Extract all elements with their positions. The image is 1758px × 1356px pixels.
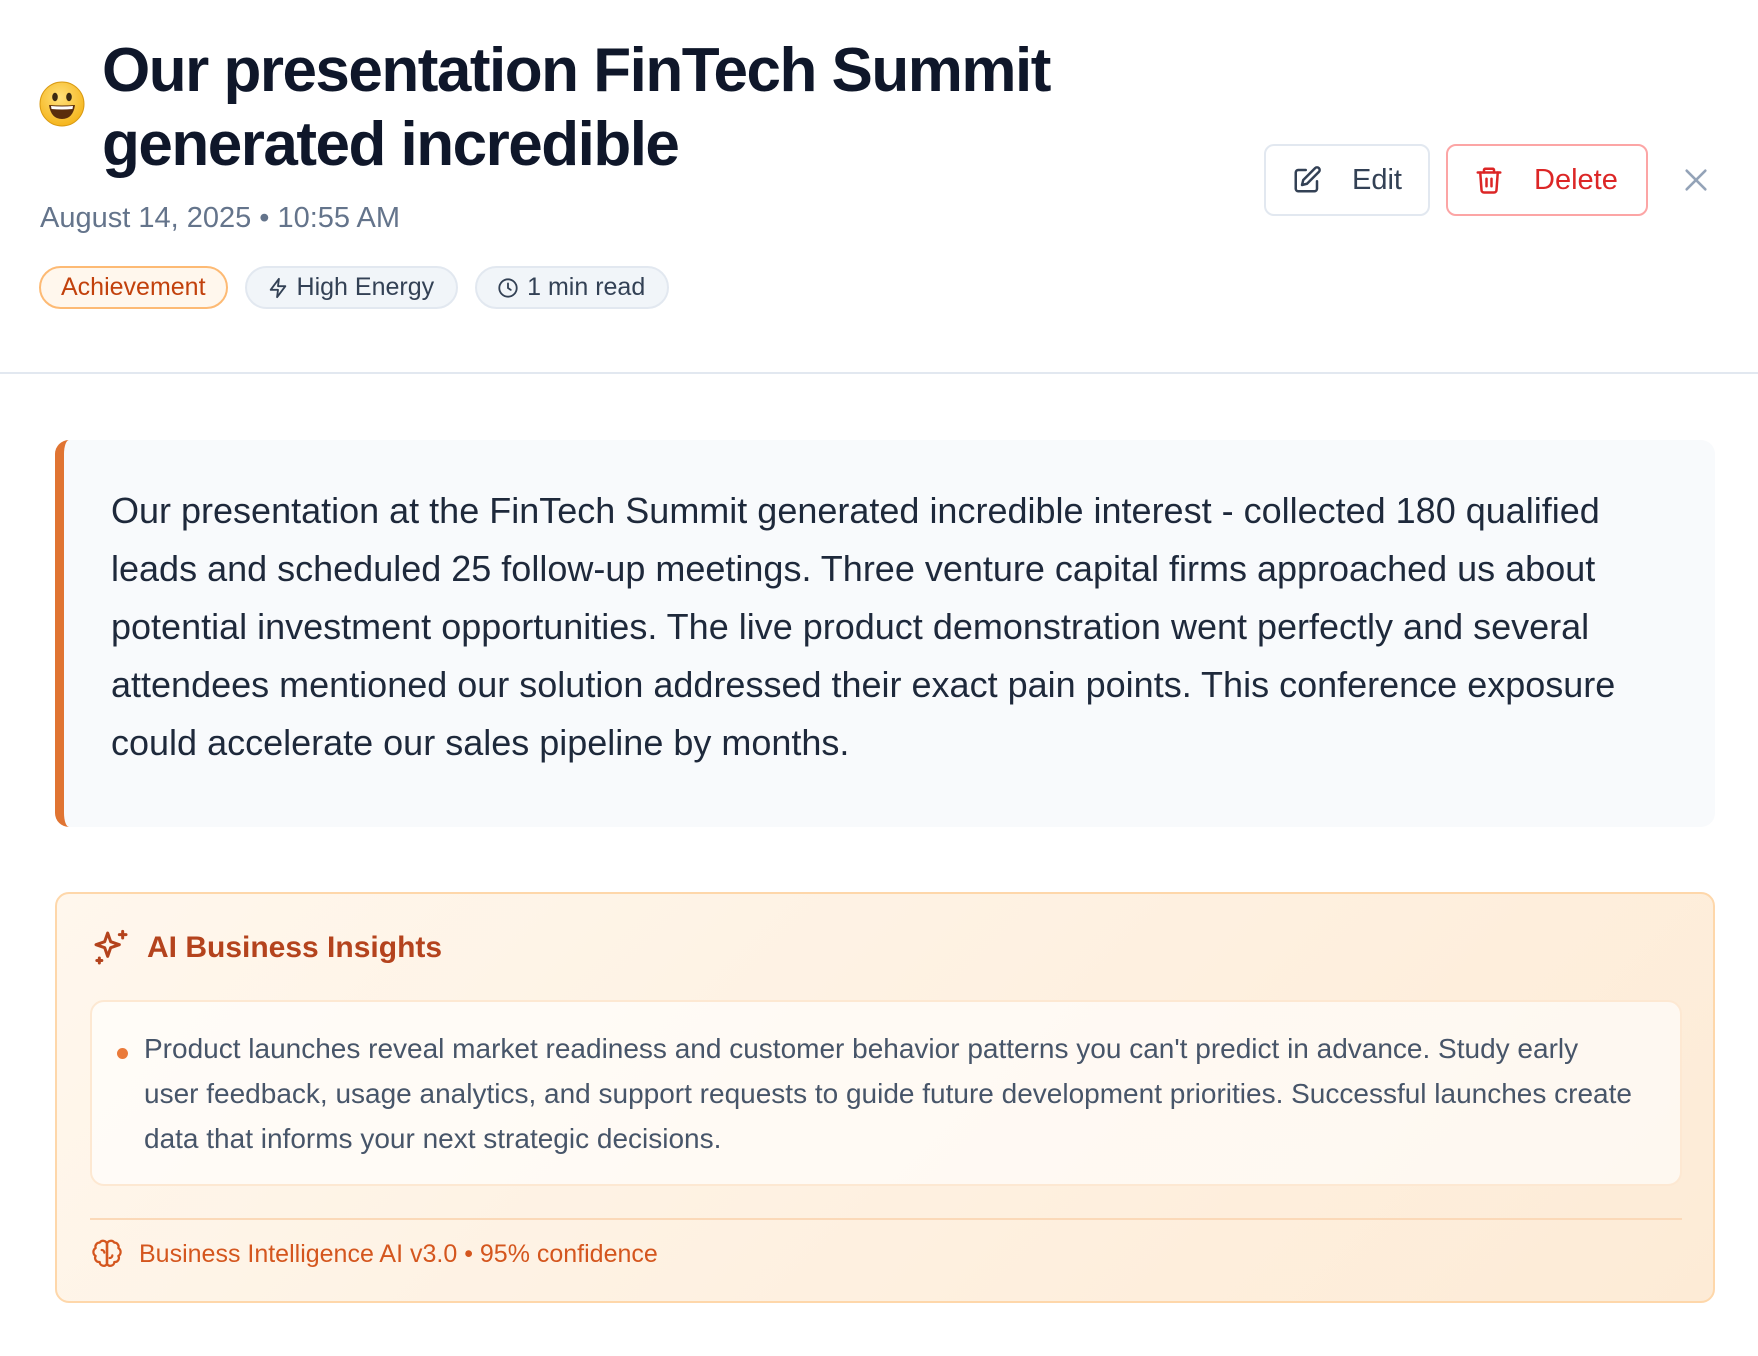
entry-body: Our presentation at the FinTech Summit g… <box>55 440 1715 827</box>
insight-item: Product launches reveal market readiness… <box>90 1000 1682 1186</box>
smiley-face-icon <box>39 81 85 127</box>
tag-label: High Energy <box>296 273 435 301</box>
ai-insights-panel: AI Business Insights Product launches re… <box>55 892 1715 1303</box>
close-icon[interactable] <box>1682 166 1710 194</box>
tag-achievement: Achievement <box>39 266 228 309</box>
insights-footer: Business Intelligence AI v3.0 • 95% conf… <box>91 1238 658 1270</box>
tag-energy: High Energy <box>244 266 459 309</box>
insight-text: Product launches reveal market readiness… <box>144 1033 1632 1154</box>
entry-body-text: Our presentation at the FinTech Summit g… <box>111 490 1616 763</box>
delete-label: Delete <box>1534 163 1618 196</box>
lightning-icon <box>269 277 286 298</box>
insights-header: AI Business Insights <box>91 928 442 968</box>
brain-icon <box>92 1239 122 1267</box>
entry-title: Our presentation FinTech Summit generate… <box>102 36 1051 179</box>
edit-label: Edit <box>1352 163 1402 196</box>
trash-icon <box>1476 167 1502 194</box>
bullet-dot <box>117 1048 128 1059</box>
insights-footer-text: Business Intelligence AI v3.0 • 95% conf… <box>139 1239 658 1268</box>
sparkles-icon <box>94 929 128 965</box>
edit-button[interactable]: Edit <box>1264 144 1430 216</box>
tag-label: Achievement <box>61 273 206 301</box>
insights-title: AI Business Insights <box>147 931 443 964</box>
delete-button[interactable]: Delete <box>1446 144 1648 216</box>
edit-icon <box>1294 166 1321 193</box>
entry-actions: Edit Delete <box>1264 144 1648 216</box>
tag-read-time: 1 min read <box>475 266 670 309</box>
tag-label: 1 min read <box>527 273 646 301</box>
clock-icon <box>498 277 518 298</box>
tag-list: Achievement High Energy 1 min read <box>39 266 670 309</box>
entry-datetime: August 14, 2025 • 10:55 AM <box>40 202 401 234</box>
insights-divider <box>90 1218 1682 1220</box>
entry-header: Our presentation FinTech Summit generate… <box>0 0 1758 374</box>
